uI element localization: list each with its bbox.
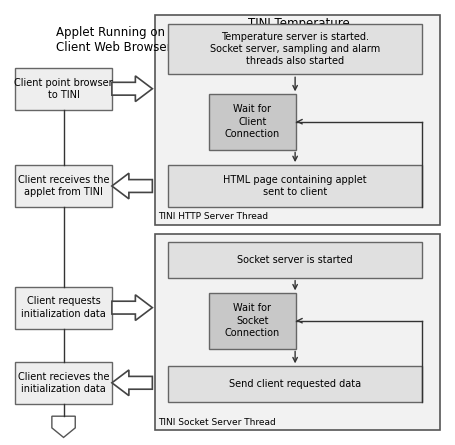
FancyBboxPatch shape — [208, 94, 296, 150]
Text: Wait for
Socket
Connection: Wait for Socket Connection — [225, 303, 280, 338]
Text: Client point browser
to TINI: Client point browser to TINI — [14, 77, 113, 100]
Text: Temperature server is started.
Socket server, sampling and alarm
threads also st: Temperature server is started. Socket se… — [210, 32, 380, 66]
FancyBboxPatch shape — [15, 165, 112, 207]
Text: Wait for
Client
Connection: Wait for Client Connection — [225, 105, 280, 139]
FancyBboxPatch shape — [15, 68, 112, 110]
Text: Client receives the
applet from TINI: Client receives the applet from TINI — [18, 175, 109, 197]
FancyBboxPatch shape — [168, 165, 422, 207]
Text: HTML page containing applet
sent to client: HTML page containing applet sent to clie… — [223, 175, 367, 197]
FancyBboxPatch shape — [15, 287, 112, 329]
FancyBboxPatch shape — [168, 366, 422, 401]
Text: Send client requested data: Send client requested data — [229, 379, 361, 389]
FancyBboxPatch shape — [168, 243, 422, 278]
Polygon shape — [112, 295, 152, 320]
FancyBboxPatch shape — [155, 234, 440, 430]
Text: Client recieves the
initialization data: Client recieves the initialization data — [18, 372, 109, 394]
FancyBboxPatch shape — [208, 293, 296, 348]
Polygon shape — [52, 416, 75, 437]
FancyBboxPatch shape — [15, 362, 112, 404]
FancyBboxPatch shape — [168, 24, 422, 74]
Text: Socket server is started: Socket server is started — [238, 255, 353, 265]
Text: Applet Running on
Client Web Browser: Applet Running on Client Web Browser — [56, 26, 172, 54]
FancyBboxPatch shape — [155, 15, 440, 225]
Text: Client requests
initialization data: Client requests initialization data — [21, 296, 106, 319]
Polygon shape — [112, 370, 152, 396]
Text: TINI Socket Server Thread: TINI Socket Server Thread — [158, 418, 276, 427]
Polygon shape — [112, 76, 152, 101]
Text: TINI Temperature
Monitor Application: TINI Temperature Monitor Application — [241, 17, 356, 45]
Polygon shape — [112, 173, 152, 199]
Text: TINI HTTP Server Thread: TINI HTTP Server Thread — [158, 212, 268, 221]
